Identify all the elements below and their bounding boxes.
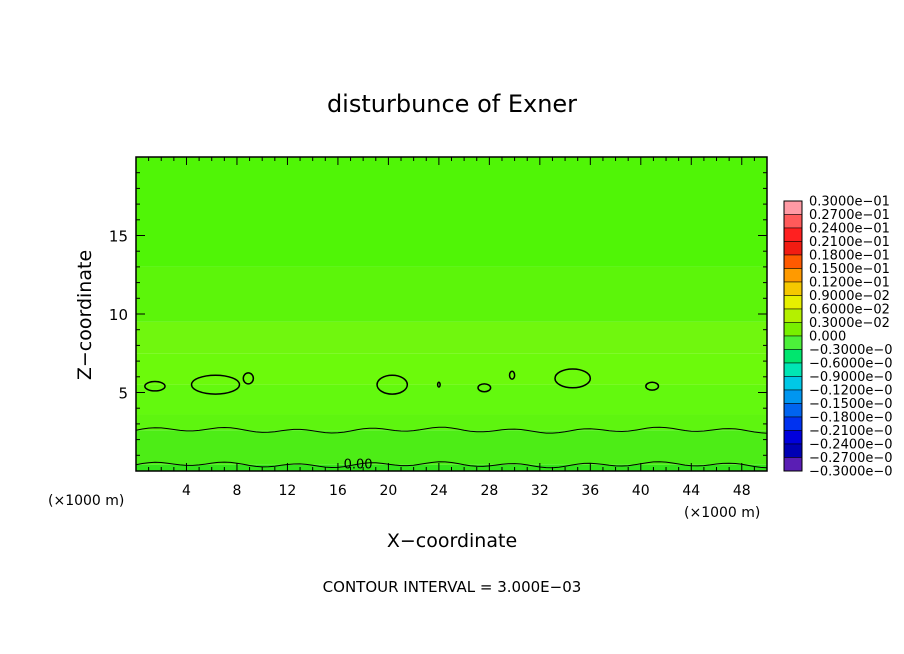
colorbar-label-8: 0.6000e−02 <box>809 303 890 318</box>
colorbar-label-3: 0.2100e−01 <box>809 235 890 250</box>
colorbar-swatch-10 <box>783 335 803 350</box>
closed-contour-7 <box>554 368 592 389</box>
colorbar-swatch-0 <box>783 200 803 215</box>
x-unit-right: (×1000 m) <box>684 505 760 521</box>
colorbar-swatch-17 <box>783 430 803 445</box>
colorbar-swatch-19 <box>783 457 803 472</box>
y-axis-label: Z−coordinate <box>74 250 96 380</box>
colorbar-label-20: −0.3000e−0 <box>809 465 893 480</box>
x-tick-label-6: 28 <box>480 483 498 499</box>
chart-title: disturbunce of Exner <box>327 90 577 118</box>
contour-interval-note: CONTOUR INTERVAL = 3.000E−03 <box>323 578 582 596</box>
colorbar-swatch-1 <box>783 214 803 229</box>
field-band-1 <box>136 430 767 465</box>
colorbar-label-5: 0.1500e−01 <box>809 262 890 277</box>
closed-contour-0 <box>144 380 166 392</box>
colorbar-swatch-4 <box>783 254 803 269</box>
x-tick-label-7: 32 <box>531 483 549 499</box>
colorbar-swatch-2 <box>783 227 803 242</box>
colorbar-label-2: 0.2400e−01 <box>809 222 890 237</box>
closed-contour-2 <box>242 372 255 385</box>
colorbar-label-15: −0.1500e−0 <box>809 397 893 412</box>
colorbar-label-7: 0.9000e−02 <box>809 289 890 304</box>
closed-contour-4 <box>436 381 441 388</box>
colorbar-swatch-16 <box>783 416 803 431</box>
y-tick-label-1: 10 <box>109 306 128 324</box>
colorbar-label-18: −0.2400e−0 <box>809 438 893 453</box>
colorbar-swatch-11 <box>783 349 803 364</box>
colorbar-swatch-8 <box>783 308 803 323</box>
x-tick-label-11: 48 <box>733 483 751 499</box>
colorbar-swatch-13 <box>783 376 803 391</box>
colorbar-label-13: −0.9000e−0 <box>809 370 893 385</box>
y-tick-label-0: 5 <box>118 385 128 403</box>
colorbar-label-12: −0.6000e−0 <box>809 357 893 372</box>
closed-contour-6 <box>508 370 516 380</box>
colorbar-swatch-5 <box>783 268 803 283</box>
colorbar-label-14: −0.1200e−0 <box>809 384 893 399</box>
field-band-5 <box>136 321 767 354</box>
x-tick-label-4: 20 <box>379 483 397 499</box>
field-band-3 <box>136 384 767 415</box>
colorbar-swatch-14 <box>783 389 803 404</box>
x-unit-left: (×1000 m) <box>48 493 124 509</box>
x-tick-label-3: 16 <box>329 483 347 499</box>
x-tick-label-10: 44 <box>682 483 700 499</box>
colorbar-label-16: −0.1800e−0 <box>809 411 893 426</box>
contour-line-0 <box>135 461 768 469</box>
colorbar-swatch-12 <box>783 362 803 377</box>
colorbar-swatch-6 <box>783 281 803 296</box>
colorbar-label-19: −0.2700e−0 <box>809 451 893 466</box>
colorbar-swatch-15 <box>783 403 803 418</box>
colorbar-label-1: 0.2700e−01 <box>809 208 890 223</box>
x-tick-label-2: 12 <box>279 483 297 499</box>
x-tick-label-0: 4 <box>182 483 191 499</box>
x-tick-label-8: 36 <box>581 483 599 499</box>
colorbar-label-10: 0.000 <box>809 330 846 345</box>
colorbar-label-0: 0.3000e−01 <box>809 195 890 210</box>
colorbar-label-9: 0.3000e−02 <box>809 316 890 331</box>
colorbar-frame <box>783 200 803 472</box>
y-tick-label-2: 15 <box>109 228 128 246</box>
x-tick-label-1: 8 <box>232 483 241 499</box>
field-band-7 <box>136 157 767 267</box>
closed-contour-8 <box>645 381 660 391</box>
colorbar-swatch-9 <box>783 322 803 337</box>
closed-contour-5 <box>477 383 492 393</box>
colorbar-swatch-7 <box>783 295 803 310</box>
colorbar-label-11: −0.3000e−0 <box>809 343 893 358</box>
field-band-4 <box>136 353 767 385</box>
colorbar-label-4: 0.1800e−01 <box>809 249 890 264</box>
field-band-6 <box>136 266 767 322</box>
contour-line-1 <box>135 426 768 434</box>
field-band-2 <box>136 414 767 431</box>
colorbar-label-17: −0.2100e−0 <box>809 424 893 439</box>
colorbar-swatch-3 <box>783 241 803 256</box>
closed-contour-3 <box>376 374 409 395</box>
colorbar-swatch-18 <box>783 443 803 458</box>
colorbar: 0.3000e−010.2700e−010.2400e−010.2100e−01… <box>783 195 893 480</box>
x-tick-label-9: 40 <box>632 483 650 499</box>
x-tick-label-5: 24 <box>430 483 448 499</box>
colorbar-label-6: 0.1200e−01 <box>809 276 890 291</box>
closed-contour-1 <box>190 374 241 395</box>
x-axis-label: X−coordinate <box>387 530 517 552</box>
